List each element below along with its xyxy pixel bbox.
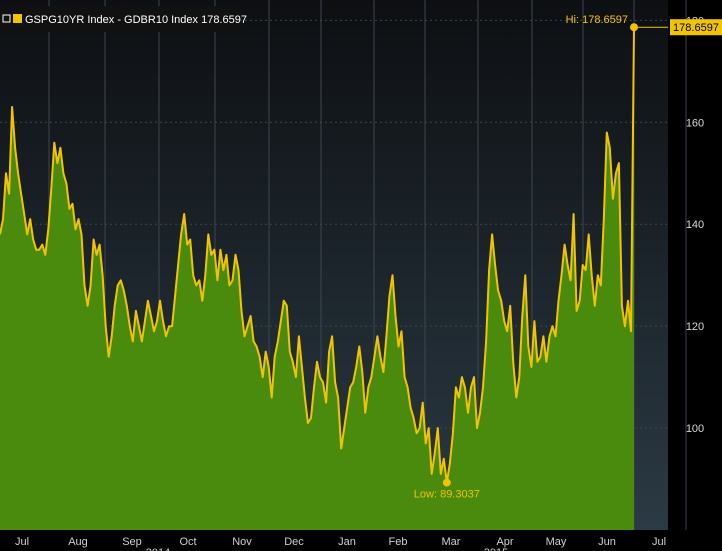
y-tick-label: 100 — [686, 423, 704, 435]
x-year-label: 2015 — [484, 547, 508, 551]
x-tick-label: Mar — [442, 536, 461, 548]
legend-label: GSPG10YR Index - GDBR10 Index 178.6597 — [25, 14, 247, 26]
x-tick-label: Apr — [496, 536, 513, 548]
x-tick-label: Jul — [15, 536, 29, 548]
current-value-tag — [670, 19, 722, 36]
x-tick-label: Jan — [338, 536, 356, 548]
x-tick-label: Sep — [122, 536, 142, 548]
x-axis: Jul Aug Sep Oct Nov Dec Jan Feb Mar Apr May Jun Jul 2… — [0, 530, 722, 551]
y-axis: 100120140160180178.6597 — [670, 15, 722, 435]
x-axis-band — [0, 530, 722, 551]
markers: Hi: 178.6597 Low: 89.3037 — [414, 14, 668, 501]
x-tick-label: Jul — [652, 536, 666, 548]
low-label: Low: 89.3037 — [414, 489, 480, 501]
high-marker — [630, 23, 638, 32]
legend: GSPG10YR Index - GDBR10 Index 178.6597 — [0, 6, 247, 32]
x-tick-label: Dec — [284, 536, 304, 548]
legend-collapse-icon[interactable] — [2, 14, 11, 23]
series-line — [0, 27, 635, 484]
x-tick-label: Nov — [232, 536, 252, 548]
x-tick-label: Jun — [598, 536, 616, 548]
high-label: Hi: 178.6597 — [566, 14, 628, 26]
legend-swatch — [13, 14, 22, 23]
y-tick-label: 160 — [686, 117, 704, 129]
current-value-text: 178.6597 — [673, 22, 719, 34]
y-tick-label: 120 — [686, 321, 704, 333]
x-tick-label: Oct — [179, 536, 196, 548]
x-tick-label: May — [546, 536, 567, 548]
x-tick-label: Feb — [389, 536, 408, 548]
x-tick-label: Aug — [68, 536, 88, 548]
low-marker — [442, 478, 451, 487]
legend-box — [0, 6, 241, 32]
y-tick-label: 140 — [686, 219, 704, 231]
